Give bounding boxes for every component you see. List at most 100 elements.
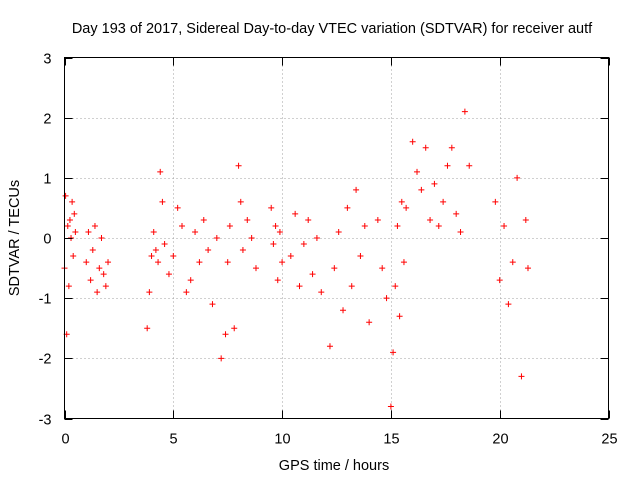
data-point (414, 168, 421, 175)
data-point (383, 295, 390, 302)
data-point (231, 325, 238, 332)
data-point (64, 222, 71, 229)
data-point (100, 271, 107, 278)
y-tick-label: 3 (43, 52, 51, 68)
data-point (396, 313, 403, 320)
data-point (444, 162, 451, 169)
data-point (400, 259, 407, 266)
data-point (514, 174, 521, 181)
data-point (226, 222, 233, 229)
data-point (272, 222, 279, 229)
grid-lines (64, 57, 609, 419)
data-point (357, 253, 364, 260)
data-point (394, 222, 401, 229)
data-point (453, 210, 460, 217)
data-point (174, 204, 181, 211)
data-point (398, 198, 405, 205)
data-point (62, 192, 69, 199)
data-point (518, 373, 525, 380)
data-point (461, 108, 468, 115)
data-point (161, 241, 168, 248)
data-point (192, 228, 199, 235)
data-point (150, 228, 157, 235)
axis-ticks: 0 5 10 15 20 25 -3 -2 -1 0 1 2 3 (39, 52, 618, 448)
data-point (305, 216, 312, 223)
data-point (300, 241, 307, 248)
data-point (72, 228, 79, 235)
data-point (85, 228, 92, 235)
data-point (309, 271, 316, 278)
data-point (403, 204, 410, 211)
data-point (422, 144, 429, 151)
data-point (224, 259, 231, 266)
data-series (61, 108, 531, 410)
data-point (496, 277, 503, 284)
x-tick-label: 5 (169, 432, 177, 448)
data-point (70, 253, 77, 260)
data-point (209, 301, 216, 308)
x-tick-label: 25 (601, 432, 617, 448)
data-point (366, 319, 373, 326)
data-point (205, 247, 212, 254)
data-point (392, 283, 399, 290)
data-point (292, 210, 299, 217)
y-tick-label: -3 (39, 413, 52, 429)
data-point (96, 265, 103, 272)
data-point (170, 253, 177, 260)
chart-title: Day 193 of 2017, Sidereal Day-to-day VTE… (72, 21, 593, 37)
x-tick-label: 10 (274, 432, 290, 448)
data-point (200, 216, 207, 223)
data-point (287, 253, 294, 260)
y-tick-label: 0 (43, 232, 51, 248)
data-point (274, 277, 281, 284)
data-point (91, 222, 98, 229)
data-point (102, 283, 109, 290)
data-point (505, 301, 512, 308)
data-point (361, 222, 368, 229)
data-point (431, 180, 438, 187)
data-point (252, 265, 259, 272)
data-point (165, 271, 172, 278)
x-tick-label: 15 (383, 432, 399, 448)
data-point (418, 186, 425, 193)
data-point (387, 403, 394, 410)
y-axis-label: SDTVAR / TECUs (7, 180, 23, 296)
data-point (65, 283, 72, 290)
data-point (222, 331, 229, 338)
data-point (218, 355, 225, 362)
data-point (313, 235, 320, 241)
data-point (522, 216, 529, 223)
data-point (157, 168, 164, 175)
data-point (235, 162, 242, 169)
data-point (187, 277, 194, 284)
data-point (152, 247, 159, 254)
data-point (213, 235, 220, 241)
data-point (66, 216, 73, 223)
x-axis-label: GPS time / hours (279, 458, 389, 474)
data-point (440, 198, 447, 205)
data-point (148, 253, 155, 260)
data-point (183, 289, 190, 296)
data-point (276, 228, 283, 235)
data-point (239, 247, 246, 254)
data-point (492, 198, 499, 205)
data-point (98, 235, 105, 241)
y-tick-label: -2 (39, 352, 52, 368)
y-tick-label: 2 (43, 112, 51, 128)
data-point (457, 228, 464, 235)
x-tick-label: 20 (492, 432, 508, 448)
data-point (501, 222, 508, 229)
data-point (427, 216, 434, 223)
data-point (335, 228, 342, 235)
data-point (146, 289, 153, 296)
x-tick-label: 0 (61, 432, 69, 448)
data-point (155, 259, 162, 266)
data-point (87, 277, 94, 284)
data-point (379, 265, 386, 272)
data-point (331, 265, 338, 272)
data-point (344, 204, 351, 211)
data-point (69, 198, 76, 205)
data-point (94, 289, 101, 296)
data-point (509, 259, 516, 266)
